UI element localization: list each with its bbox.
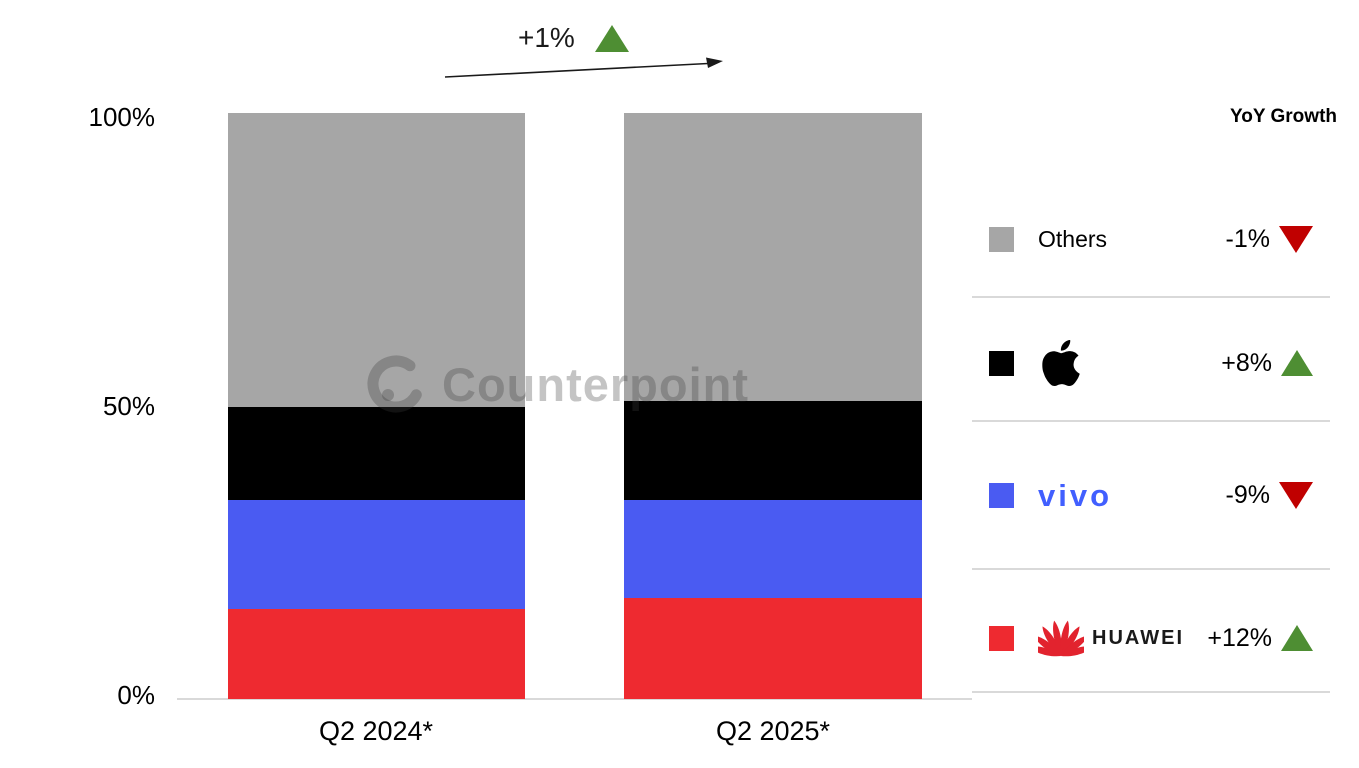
up-triangle-icon [594, 24, 629, 52]
trend-arrow-icon [444, 57, 723, 78]
y-axis-tick-50: 50% [102, 391, 155, 421]
bar-segment-huawei-1[interactable] [624, 597, 922, 699]
down-triangle-icon [1279, 225, 1313, 253]
bar-segment-vivo-0[interactable] [228, 500, 525, 609]
bar-segment-vivo-1[interactable] [624, 500, 922, 598]
huawei-wordmark: HUAWEI [1092, 626, 1184, 649]
down-triangle-icon [1279, 481, 1313, 509]
bar-segment-apple-0[interactable] [228, 407, 525, 501]
others-growth-value: -1% [1225, 224, 1270, 253]
legend-row-huawei: HUAWEI +12% [972, 603, 1330, 673]
x-axis-label-q2-2025: Q2 2025* [715, 716, 831, 746]
bar-segment-huawei-0[interactable] [228, 608, 525, 699]
legend-divider [972, 296, 1330, 298]
others-swatch [989, 226, 1014, 252]
others-label: Others [1038, 225, 1108, 252]
y-axis-tick-100: 100% [88, 102, 156, 132]
x-axis-label-q2-2024: Q2 2024* [318, 716, 434, 746]
bar-segment-apple-1[interactable] [624, 401, 922, 501]
huawei-swatch [989, 625, 1014, 651]
legend-row-others: Others -1% [972, 204, 1330, 274]
legend-divider [972, 420, 1330, 422]
legend-row-vivo: vivo -9% [972, 460, 1330, 530]
bar-segment-others-1[interactable] [624, 113, 922, 402]
total-growth-annotation: +1% [518, 22, 629, 54]
vivo-growth-value: -9% [1225, 480, 1270, 509]
huawei-logo-icon [1038, 620, 1084, 657]
huawei-growth-value: +12% [1207, 623, 1272, 652]
stacked-bar-q2-2025 [624, 113, 922, 699]
apple-swatch [989, 350, 1014, 376]
legend-row-apple: +8% [972, 328, 1330, 398]
x-axis-line [177, 698, 972, 700]
y-axis-tick-0: 0% [117, 680, 155, 710]
up-triangle-icon [1281, 625, 1313, 651]
stacked-bar-q2-2024 [228, 113, 525, 699]
vivo-logo: vivo [1038, 477, 1113, 513]
apple-logo-icon [1042, 339, 1080, 387]
legend-divider [972, 691, 1330, 693]
up-triangle-icon [1281, 350, 1313, 376]
apple-growth-value: +8% [1221, 348, 1272, 377]
legend-header: YoY Growth [1230, 106, 1337, 127]
bar-segment-others-0[interactable] [228, 113, 525, 408]
vivo-swatch [989, 482, 1014, 508]
legend-divider [972, 568, 1330, 570]
total-growth-label: +1% [518, 22, 575, 53]
